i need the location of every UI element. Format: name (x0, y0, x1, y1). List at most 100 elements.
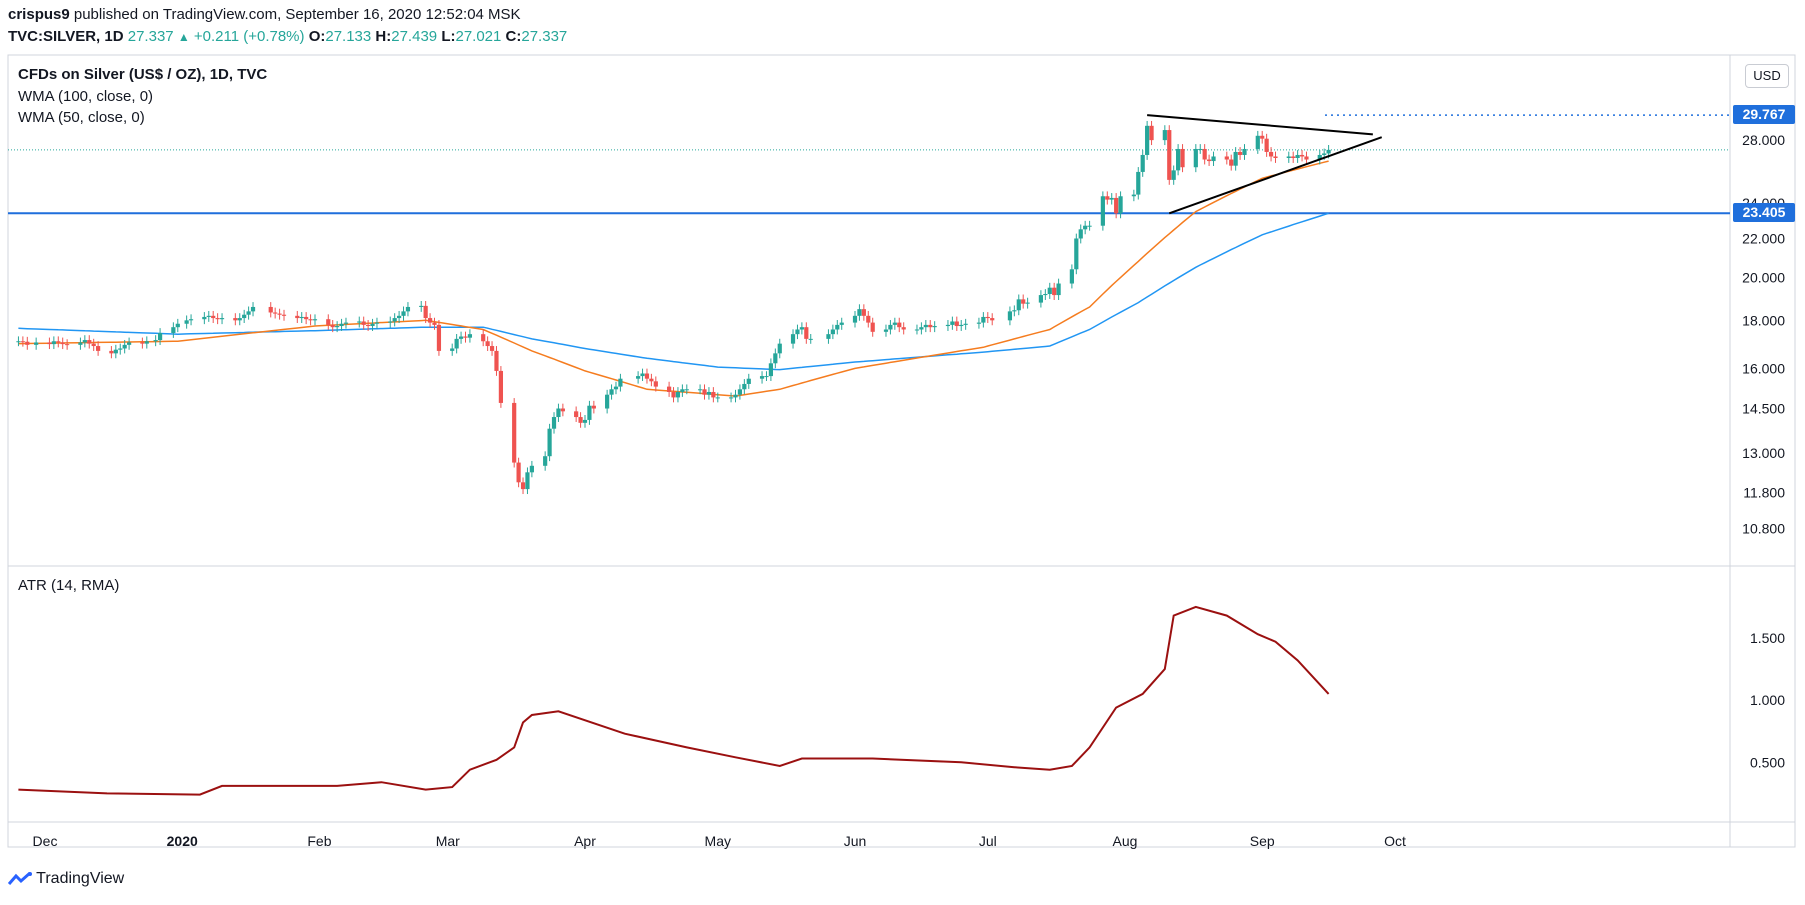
candle-body (463, 336, 468, 338)
candle-body (1233, 151, 1238, 166)
candle-body (591, 405, 596, 409)
candle-body (950, 321, 955, 325)
candle-body (928, 324, 933, 328)
candle-body (450, 348, 455, 351)
candle-body (51, 341, 56, 345)
candle-body (1114, 197, 1119, 214)
candle-body (91, 343, 96, 347)
candle-body (467, 334, 473, 338)
candle-body (1211, 156, 1216, 162)
candle-body (923, 324, 928, 328)
candle-body (835, 324, 840, 330)
time-tick-label: Dec (33, 833, 58, 849)
candle-body (1193, 148, 1198, 168)
time-axis[interactable]: Dec 2020 Feb Mar Apr May Jun Jul Aug Sep Oct (33, 833, 1406, 849)
atr-tick-label: 1.500 (1750, 630, 1785, 646)
price-tick-label: 11.800 (1743, 485, 1785, 501)
price-axis[interactable]: 10.800 11.800 13.000 14.500 16.000 18.000 20.0… (1742, 132, 1785, 770)
candle-body (711, 391, 716, 398)
candle-body (985, 316, 990, 319)
time-tick-label: Apr (574, 833, 596, 849)
candle-body (211, 315, 216, 319)
candle-body (202, 316, 207, 320)
candle-body (1109, 197, 1114, 200)
candle-body (370, 323, 375, 327)
publish-info: published on TradingView.com, September … (73, 6, 521, 23)
candle-body (388, 321, 393, 323)
candle-body (423, 305, 428, 319)
candle-body (273, 312, 278, 314)
candle-body (458, 336, 464, 339)
candle-body (250, 306, 256, 312)
candle-body (737, 389, 743, 395)
candle-body (790, 334, 796, 344)
price-tick-label: 16.000 (1742, 360, 1785, 376)
wma50-legend[interactable]: WMA (50, close, 0) (18, 109, 145, 126)
candle-body (392, 318, 397, 322)
candle-body (481, 334, 486, 342)
candle-body (560, 408, 565, 412)
candle-body (335, 326, 340, 328)
candle-body (140, 342, 145, 344)
candle-body (60, 342, 65, 345)
candle-body (401, 311, 406, 316)
candle-body (883, 329, 889, 332)
candle-body (277, 313, 282, 315)
time-tick-label: Sep (1250, 833, 1275, 849)
candle-body (268, 306, 273, 313)
atr-legend[interactable]: ATR (14, RMA) (18, 577, 120, 594)
candle-body (87, 340, 92, 344)
publisher-line: crispus9 published on TradingView.com, S… (8, 6, 521, 23)
candle-body (1118, 196, 1123, 214)
time-tick-label: Mar (436, 833, 460, 849)
candle-body (339, 323, 344, 327)
candle-body (1326, 149, 1331, 154)
candle-body (666, 386, 672, 392)
up-arrow-icon: ▲ (177, 30, 190, 44)
candle-body (516, 462, 521, 483)
candle-body (281, 314, 287, 316)
candle-body (1083, 225, 1088, 230)
candle-body (1021, 299, 1026, 304)
candle-body (773, 353, 778, 364)
candle-body (959, 324, 964, 327)
candle-body (697, 389, 703, 391)
candle-body (374, 322, 380, 324)
candle-body (1016, 299, 1021, 311)
candle-body (914, 329, 920, 331)
candle-body (1167, 130, 1172, 180)
candle-body (65, 344, 70, 346)
candle-body (1140, 154, 1145, 172)
candle-body (1268, 151, 1274, 157)
tradingview-logo-icon (7, 871, 32, 885)
candle-body (109, 350, 114, 354)
candle-body (1052, 287, 1057, 296)
time-tick-label: 2020 (167, 833, 198, 849)
currency-button[interactable]: USD (1745, 64, 1789, 88)
tradingview-logo[interactable]: TradingView (7, 870, 124, 888)
atr-tick-label: 0.500 (1750, 754, 1785, 770)
high-value: 27.439 (391, 28, 438, 45)
candle-body (1317, 154, 1322, 160)
last-price: 27.337 (127, 28, 174, 45)
candle-body (1069, 269, 1074, 284)
candle-body (680, 389, 685, 392)
candle-body (804, 327, 809, 339)
candle-body (427, 318, 433, 323)
atr-pane[interactable] (18, 605, 1330, 796)
candle-body (529, 465, 534, 473)
time-tick-label: Feb (307, 833, 331, 849)
time-tick-label: Jul (979, 833, 997, 849)
candle-body (733, 394, 738, 398)
author-name[interactable]: crispus9 (8, 6, 70, 23)
wma100-legend[interactable]: WMA (100, close, 0) (18, 88, 154, 105)
price-pane[interactable] (8, 114, 1730, 495)
time-tick-label: Jun (844, 833, 867, 849)
candle-body (764, 376, 769, 378)
candle-body (1007, 311, 1013, 321)
candle-body (432, 322, 437, 325)
candle-body (1304, 156, 1309, 160)
candle-body (237, 318, 242, 321)
candle-body (1074, 238, 1079, 270)
